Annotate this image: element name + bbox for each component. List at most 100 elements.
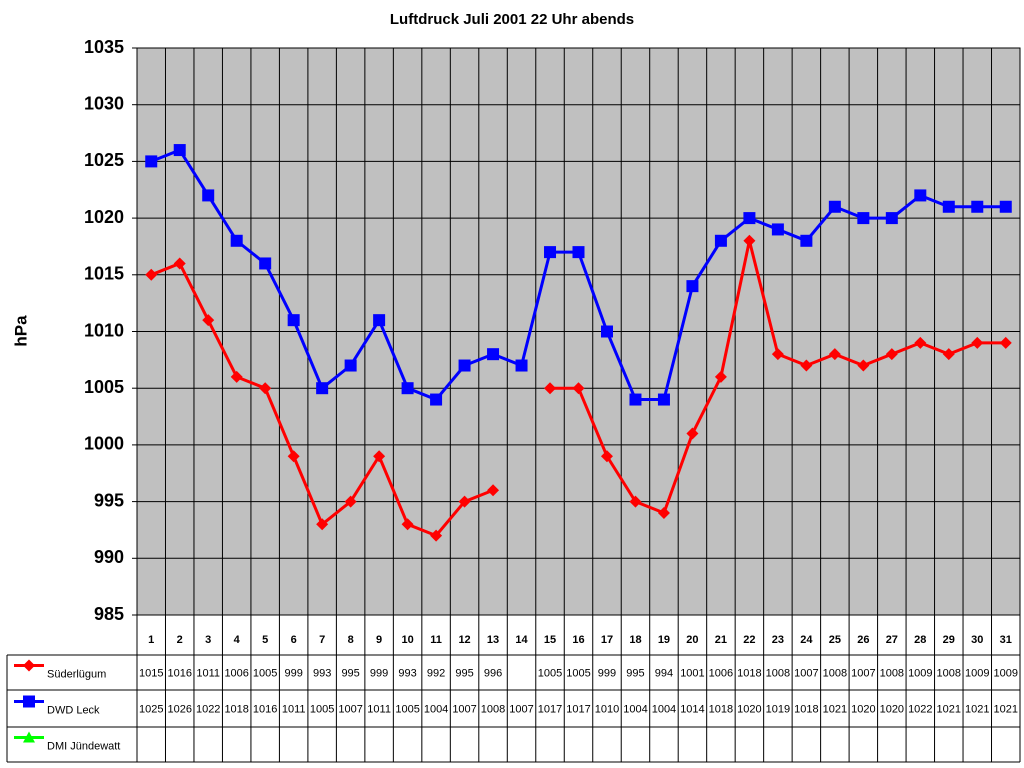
- marker: [857, 212, 870, 225]
- x-tick-label: 30: [971, 634, 983, 646]
- marker: [230, 370, 243, 383]
- table-value: 1004: [652, 703, 676, 715]
- table-value: 1020: [851, 703, 875, 715]
- table-value: 994: [655, 667, 673, 679]
- marker: [316, 518, 329, 531]
- y-tick-label: 1015: [84, 264, 124, 284]
- table-value: 1022: [908, 703, 932, 715]
- table-value: 1007: [851, 667, 875, 679]
- table-value: 1015: [139, 667, 163, 679]
- marker: [373, 314, 386, 327]
- marker: [942, 348, 955, 361]
- marker: [743, 212, 756, 225]
- table-value: 1025: [139, 703, 163, 715]
- table-value: 1019: [766, 703, 790, 715]
- marker: [800, 234, 813, 247]
- table-value: 995: [455, 667, 473, 679]
- marker: [316, 382, 329, 395]
- y-tick-label: 1020: [84, 207, 124, 227]
- x-tick-label: 16: [572, 634, 584, 646]
- y-tick-label: 995: [94, 490, 124, 510]
- x-tick-label: 17: [601, 634, 613, 646]
- x-tick-label: 1: [148, 634, 154, 646]
- marker: [145, 268, 158, 281]
- x-tick-label: 9: [376, 634, 382, 646]
- table-value: 1009: [908, 667, 932, 679]
- table-value: 1018: [737, 667, 761, 679]
- x-tick-label: 7: [319, 634, 325, 646]
- table-value: 1008: [766, 667, 790, 679]
- x-tick-label: 21: [715, 634, 727, 646]
- y-tick-label: 1030: [84, 93, 124, 113]
- table-value: 1018: [794, 703, 818, 715]
- table-value: 1001: [680, 667, 704, 679]
- marker: [430, 529, 443, 542]
- x-tick-label: 26: [857, 634, 869, 646]
- table-value: 1007: [452, 703, 476, 715]
- legend-label: DMI Jündewatt: [47, 740, 120, 752]
- marker: [487, 484, 500, 497]
- marker: [344, 495, 357, 508]
- table-value: 1005: [566, 667, 590, 679]
- x-tick-label: 8: [348, 634, 354, 646]
- marker: [828, 348, 841, 361]
- table-value: 1005: [395, 703, 419, 715]
- marker: [572, 382, 585, 395]
- y-axis-label: hPa: [11, 315, 30, 347]
- table-value: 1016: [253, 703, 277, 715]
- marker: [600, 450, 613, 463]
- y-tick-label: 1000: [84, 434, 124, 454]
- y-tick-label: 1025: [84, 150, 124, 170]
- table-value: 1018: [709, 703, 733, 715]
- marker: [544, 382, 557, 395]
- x-tick-label: 11: [430, 634, 442, 646]
- table-value: 1018: [224, 703, 248, 715]
- x-tick-label: 22: [743, 634, 755, 646]
- marker: [714, 370, 727, 383]
- y-tick-label: 985: [94, 604, 124, 624]
- marker: [515, 359, 528, 372]
- marker: [230, 234, 243, 247]
- marker: [287, 450, 300, 463]
- table-value: 999: [370, 667, 388, 679]
- table-value: 995: [626, 667, 644, 679]
- x-tick-label: 23: [772, 634, 784, 646]
- table-value: 1008: [481, 703, 505, 715]
- x-tick-label: 2: [177, 634, 183, 646]
- x-tick-label: 3: [205, 634, 211, 646]
- table-value: 1008: [937, 667, 961, 679]
- table-value: 999: [598, 667, 616, 679]
- marker: [145, 155, 158, 168]
- marker: [800, 359, 813, 372]
- x-tick-label: 24: [800, 634, 813, 646]
- y-tick-label: 1010: [84, 320, 124, 340]
- marker: [714, 234, 727, 247]
- marker: [401, 382, 414, 395]
- table-value: 1005: [310, 703, 334, 715]
- table-value: 1011: [196, 667, 220, 679]
- marker: [287, 314, 300, 327]
- marker: [173, 257, 186, 270]
- table-value: 1014: [680, 703, 704, 715]
- table-value: 1009: [965, 667, 989, 679]
- marker: [259, 382, 272, 395]
- marker: [629, 393, 642, 406]
- marker: [458, 359, 471, 372]
- marker: [23, 695, 35, 708]
- x-tick-label: 25: [829, 634, 841, 646]
- table-value: 1006: [709, 667, 733, 679]
- x-tick-label: 12: [458, 634, 470, 646]
- table-value: 1008: [880, 667, 904, 679]
- marker: [259, 257, 272, 270]
- table-value: 1017: [566, 703, 590, 715]
- table-value: 1011: [367, 703, 391, 715]
- table-value: 1007: [338, 703, 362, 715]
- table-value: 1017: [538, 703, 562, 715]
- x-tick-label: 10: [401, 634, 413, 646]
- table-value: 1007: [794, 667, 818, 679]
- table-value: 1021: [823, 703, 847, 715]
- marker: [458, 495, 471, 508]
- marker: [771, 348, 784, 361]
- marker: [544, 246, 557, 259]
